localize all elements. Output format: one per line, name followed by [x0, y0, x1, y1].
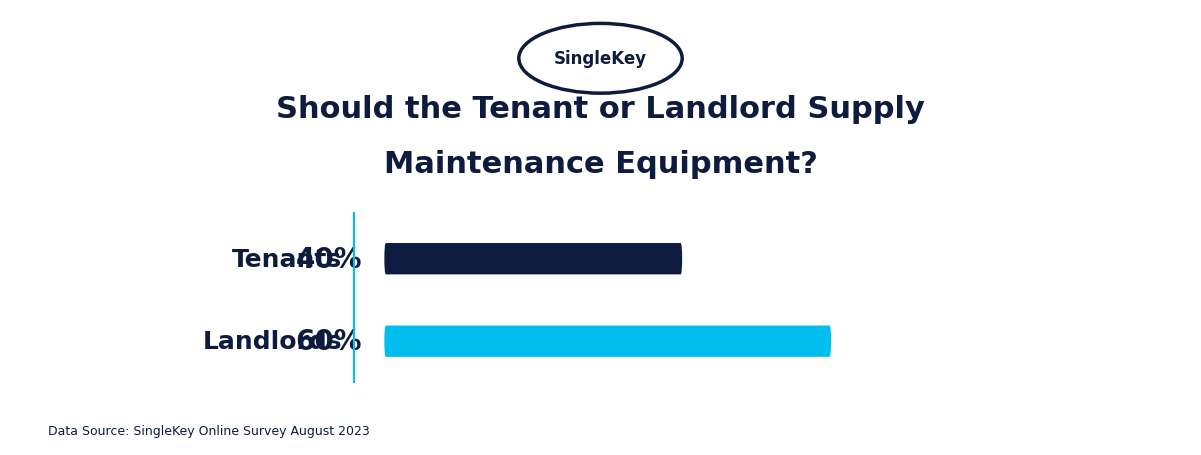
Text: Tenants: Tenants — [232, 248, 342, 271]
FancyBboxPatch shape — [384, 243, 682, 275]
Text: Landlords: Landlords — [203, 329, 342, 353]
Text: 40%: 40% — [295, 245, 362, 273]
Text: Maintenance Equipment?: Maintenance Equipment? — [383, 149, 818, 178]
FancyBboxPatch shape — [384, 326, 831, 357]
Text: 60%: 60% — [295, 328, 362, 355]
Text: Data Source: SingleKey Online Survey August 2023: Data Source: SingleKey Online Survey Aug… — [48, 424, 370, 437]
Text: SingleKey: SingleKey — [554, 50, 647, 68]
Text: Should the Tenant or Landlord Supply: Should the Tenant or Landlord Supply — [276, 95, 925, 124]
